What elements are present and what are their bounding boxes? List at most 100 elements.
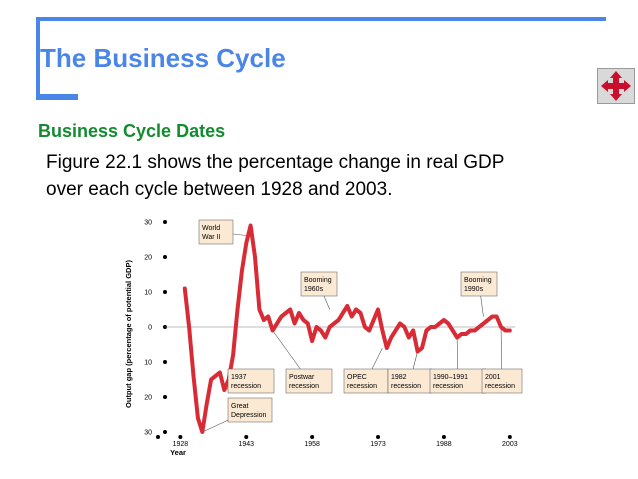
- data-point: [421, 347, 423, 349]
- annotation-label: Booming: [304, 277, 332, 284]
- annotation-box: [227, 368, 275, 394]
- data-point: [223, 389, 225, 391]
- annotation-label: recession: [433, 383, 463, 390]
- data-point: [232, 354, 234, 356]
- data-point: [496, 315, 498, 318]
- data-point: [315, 326, 318, 328]
- annotation-label: Great: [231, 403, 249, 410]
- data-point: [408, 336, 410, 339]
- x-tick-label: 2003: [502, 441, 518, 448]
- y-tick-label: 30: [144, 430, 152, 437]
- data-point: [219, 371, 221, 374]
- annotation-label: 1960s: [304, 286, 324, 293]
- chart-annotations: World War II Booming 1960s Booming 1990s 1937 r…: [198, 219, 523, 423]
- data-point: [460, 333, 463, 335]
- data-point: [337, 319, 340, 321]
- data-point: [320, 329, 322, 332]
- y-tick-dot: [163, 255, 167, 259]
- data-point: [443, 319, 445, 321]
- data-point: [258, 308, 261, 311]
- x-axis-title: Year: [170, 448, 186, 457]
- data-point: [395, 329, 397, 332]
- annotation-label: Depression: [231, 412, 267, 419]
- data-point: [377, 308, 379, 311]
- data-point: [324, 336, 326, 339]
- data-point: [346, 305, 348, 307]
- data-point: [474, 329, 476, 332]
- data-point: [311, 340, 313, 342]
- x-tick-dot: [310, 435, 315, 439]
- data-point: [214, 375, 217, 377]
- data-point: [491, 315, 493, 318]
- data-point: [254, 256, 256, 258]
- chart-axes: 30 20 10 0 10 20 30 1928 1943 1958 1973 1988 2003: [144, 220, 518, 449]
- data-point: [500, 326, 502, 328]
- data-point: [434, 326, 436, 328]
- data-point: [302, 319, 304, 321]
- slide-body-text: Figure 22.1 shows the percentage change …: [46, 152, 505, 200]
- data-point: [399, 322, 401, 325]
- data-point: [272, 329, 274, 332]
- data-point: [412, 329, 414, 332]
- annotation-label: recession: [485, 383, 515, 390]
- data-point: [197, 417, 199, 419]
- data-point: [469, 329, 471, 332]
- annotation-label: 1990–1991: [433, 374, 468, 381]
- data-point: [430, 326, 432, 328]
- data-point: [184, 287, 186, 290]
- data-point: [447, 322, 449, 325]
- x-tick-label: 1943: [238, 441, 254, 448]
- data-point: [504, 329, 507, 332]
- data-point: [276, 322, 278, 325]
- data-point: [289, 308, 291, 311]
- slide-title: The Business Cycle: [40, 43, 286, 73]
- title-underline-bar: [36, 94, 78, 100]
- annotation-label: 1990s: [464, 286, 484, 293]
- data-point: [333, 322, 335, 325]
- y-tick-label: 30: [144, 220, 152, 227]
- annotation-label: recession: [391, 383, 421, 390]
- x-tick-label: 1973: [370, 441, 386, 448]
- data-point: [210, 378, 212, 381]
- data-point: [293, 322, 296, 325]
- data-point: [478, 326, 480, 328]
- annotation-box: [227, 397, 273, 423]
- x-origin-dot: [156, 435, 160, 439]
- y-tick-dot: [163, 395, 167, 399]
- data-point: [201, 431, 203, 433]
- data-point: [487, 319, 489, 321]
- x-tick-label: 1988: [436, 441, 452, 448]
- annotation-box: [429, 368, 487, 394]
- data-point: [245, 242, 247, 244]
- annotation-label: 1982: [391, 374, 407, 381]
- y-tick-dot: [163, 360, 167, 364]
- navigation-button[interactable]: [597, 68, 635, 104]
- data-point: [285, 312, 287, 314]
- output-gap-points: [184, 224, 511, 433]
- y-tick-dot: [163, 290, 167, 294]
- data-point: [386, 347, 388, 349]
- annotation-label: OPEC: [347, 374, 367, 381]
- data-point: [355, 308, 357, 311]
- data-point: [465, 333, 467, 335]
- annotation-label: World: [202, 225, 220, 232]
- annotation-label: recession: [231, 383, 261, 390]
- data-point: [452, 329, 454, 332]
- data-point: [368, 329, 370, 332]
- annotation-box: [300, 271, 338, 297]
- data-point: [307, 322, 309, 325]
- output-gap-chart: 30 20 10 0 10 20 30 1928 1943 1958 1973 1988 2003 Wo…: [124, 219, 523, 457]
- data-point: [438, 322, 441, 325]
- data-point: [192, 375, 195, 377]
- annotation-label: Booming: [464, 277, 492, 284]
- four-way-arrow-icon: [601, 71, 631, 101]
- annotation-box: [198, 219, 234, 245]
- data-point: [373, 319, 375, 321]
- x-tick-dot: [178, 435, 183, 439]
- data-point: [381, 329, 384, 332]
- annotation-box: [460, 271, 498, 297]
- slide-subtitle: Business Cycle Dates: [38, 121, 226, 141]
- y-tick-label: 20: [144, 255, 152, 262]
- x-tick-dot: [507, 435, 512, 439]
- annotation-label: Postwar: [289, 374, 315, 381]
